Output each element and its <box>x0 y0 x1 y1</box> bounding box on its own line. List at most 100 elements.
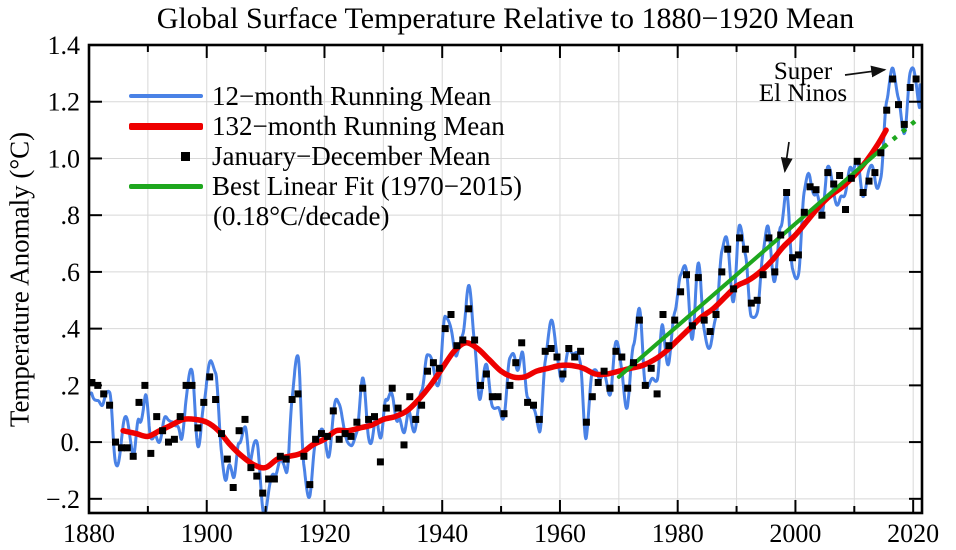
annual-mean-square <box>194 424 202 432</box>
annual-mean-square <box>582 418 590 426</box>
arrow-to-1998-peak <box>780 141 793 173</box>
annual-mean-square <box>153 413 161 421</box>
x-tick-label: 2020 <box>887 519 939 548</box>
annual-mean-square <box>235 427 243 435</box>
annual-mean-square <box>447 311 455 318</box>
annual-mean-square <box>259 489 267 497</box>
annual-mean-square <box>347 432 355 440</box>
annual-mean-square <box>388 384 396 392</box>
x-tick-label: 1940 <box>416 519 468 548</box>
annual-mean-square <box>895 101 902 109</box>
annual-mean-square <box>630 359 637 367</box>
annual-mean-square <box>612 347 620 355</box>
annual-mean-square <box>565 345 573 352</box>
annual-mean-square <box>535 415 543 423</box>
annual-mean-square <box>418 401 426 409</box>
axis-ticks <box>88 44 922 513</box>
annual-mean-square <box>459 336 467 344</box>
annual-mean-square <box>594 379 602 386</box>
annual-mean-square <box>323 432 331 440</box>
annual-mean-square <box>818 211 826 219</box>
annual-mean-square <box>847 174 855 182</box>
annual-mean-square <box>106 401 114 409</box>
annual-mean-square <box>530 401 537 409</box>
annual-mean-square <box>618 353 626 361</box>
annual-mean-square <box>176 413 184 421</box>
annual-mean-square <box>777 231 785 239</box>
annual-mean-square <box>294 390 302 398</box>
annual-mean-square <box>606 384 614 392</box>
annual-mean-square <box>912 75 920 83</box>
annual-mean-square <box>488 393 496 401</box>
super-el-ninos-annotation: Super El Ninos <box>757 58 849 107</box>
annual-mean-square <box>700 316 708 324</box>
annual-mean-square <box>123 444 131 452</box>
annual-mean-square <box>794 251 802 259</box>
annual-mean-square <box>747 299 755 307</box>
annotation-line2: El Ninos <box>758 80 848 107</box>
legend-item-132month: 132−month Running Mean <box>129 111 522 141</box>
annual-mean-square <box>783 189 791 196</box>
x-tick-label: 1900 <box>181 519 233 548</box>
annual-mean-square <box>435 364 443 372</box>
annual-mean-square <box>736 234 743 242</box>
annual-mean-square <box>229 484 237 491</box>
legend-label: 12−month Running Mean <box>212 80 492 111</box>
y-tick-label: 1.4 <box>48 31 81 60</box>
annotation-line1: Super <box>773 58 833 85</box>
annual-mean-square <box>624 384 632 392</box>
annual-mean-square <box>800 208 808 216</box>
annual-mean-square <box>559 370 567 378</box>
annual-mean-square <box>518 339 526 347</box>
annual-mean-square <box>842 206 849 213</box>
annual-mean-square <box>318 430 325 438</box>
annual-mean-square <box>159 427 167 435</box>
annual-mean-square <box>335 435 343 443</box>
annual-mean-square <box>212 396 220 403</box>
annual-mean-square <box>688 322 696 330</box>
annual-mean-square <box>665 342 673 350</box>
annual-mean-square <box>647 364 655 372</box>
annual-mean-square <box>877 149 885 157</box>
annual-mean-square <box>117 444 125 452</box>
annual-mean-square <box>218 430 225 438</box>
annual-mean-square <box>577 347 585 355</box>
green-linear-fit-dashed-extension <box>882 114 923 149</box>
annual-mean-square <box>200 398 208 406</box>
annotation-arrows <box>780 65 887 173</box>
annual-mean-square <box>859 189 867 196</box>
annual-mean-square <box>453 342 461 350</box>
annual-mean-square <box>182 381 190 389</box>
annual-mean-square <box>741 245 749 253</box>
annual-mean-square <box>406 393 414 401</box>
annual-mean-square <box>889 75 897 83</box>
annual-mean-square <box>412 415 420 423</box>
green-line-swatch <box>129 183 203 189</box>
y-tick-label: 0. <box>61 428 81 457</box>
blue-12month-running-mean-line <box>89 66 922 513</box>
annual-mean-square <box>441 325 449 333</box>
annual-mean-square <box>900 120 908 128</box>
annual-mean-square <box>359 384 367 392</box>
black-square-swatch <box>129 151 203 161</box>
annual-mean-square <box>653 390 661 398</box>
annual-mean-square <box>677 288 685 296</box>
annual-mean-square <box>353 418 361 426</box>
annual-mean-square <box>853 157 861 165</box>
annual-mean-square <box>188 381 196 389</box>
legend-label: 132−month Running Mean <box>212 110 505 141</box>
annual-mean-square <box>506 381 514 389</box>
annual-mean-square <box>600 367 608 375</box>
annual-mean-square <box>465 305 473 313</box>
y-tick-label: .8 <box>61 201 81 230</box>
annual-mean-square <box>730 285 738 293</box>
y-tick-labels: 1.4 1.2 1.0 .8 .6 .4 .2 0. −.2 <box>46 31 80 514</box>
annual-mean-square <box>223 455 231 463</box>
red-line-swatch <box>129 122 203 130</box>
annual-mean-square <box>906 84 914 91</box>
annual-mean-square <box>683 271 690 279</box>
y-tick-label: 1.0 <box>48 144 81 173</box>
y-axis-label: Temperature Anomaly (°C) <box>4 131 35 428</box>
annual-mean-square <box>812 186 820 194</box>
